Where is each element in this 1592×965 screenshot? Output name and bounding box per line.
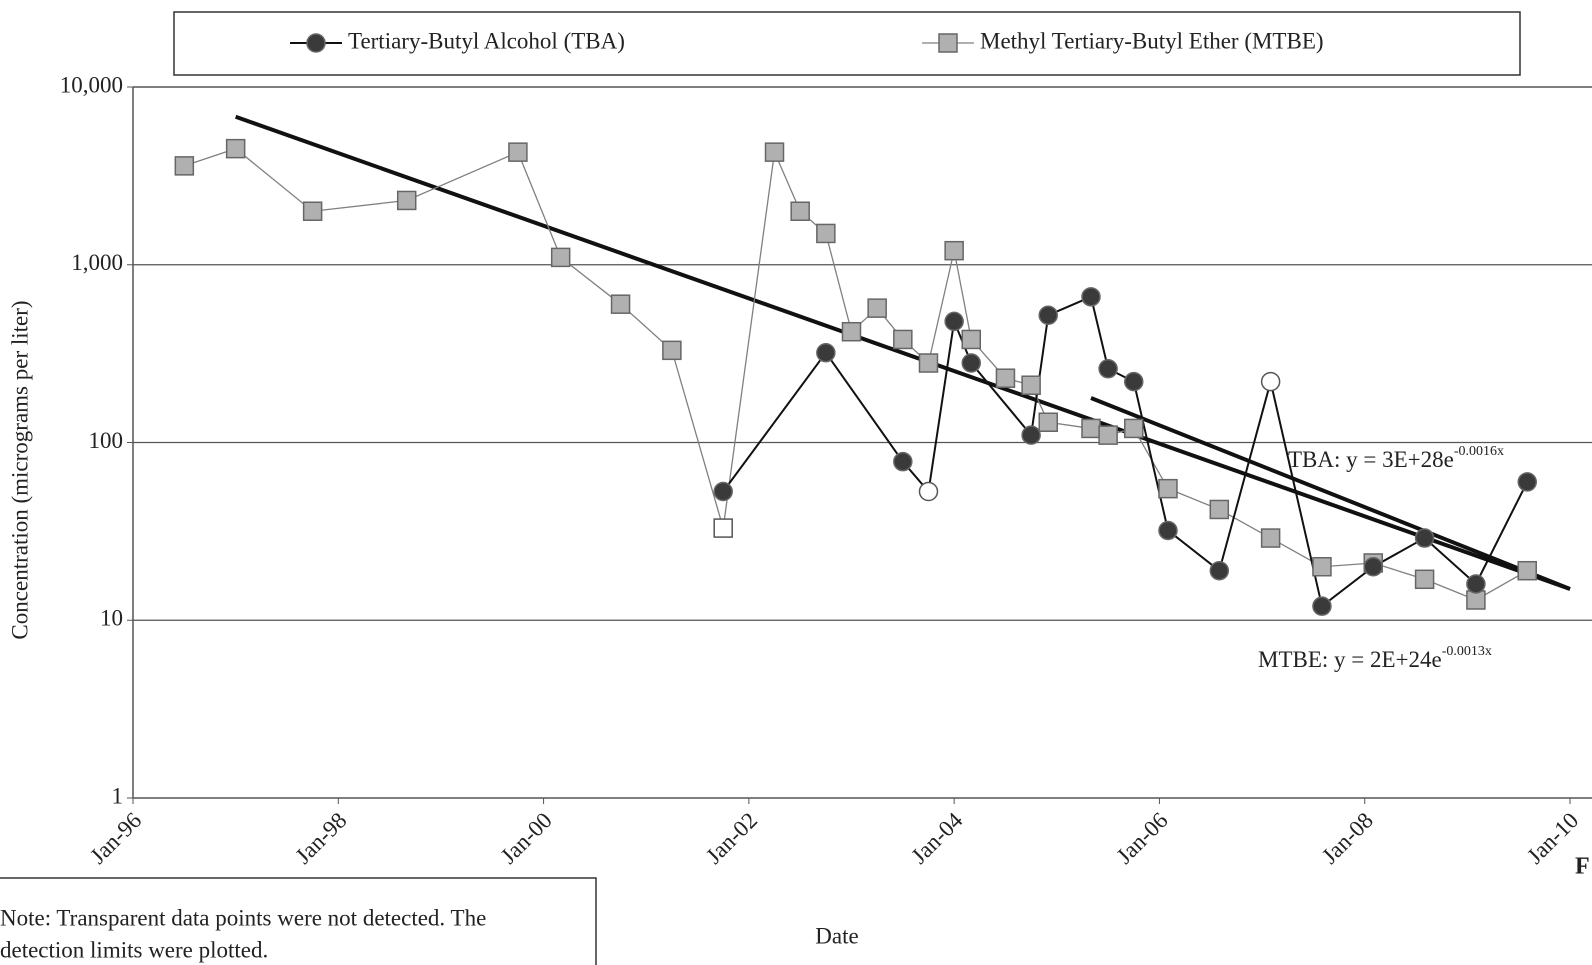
data-point xyxy=(1260,371,1281,392)
data-point xyxy=(1021,375,1041,395)
data-point xyxy=(790,201,810,221)
x-tick-label: Jan-08 xyxy=(1317,808,1378,869)
data-point xyxy=(764,142,785,162)
data-point xyxy=(713,518,733,538)
data-point xyxy=(1517,560,1537,581)
data-point xyxy=(1312,556,1332,577)
data-point xyxy=(1260,528,1281,548)
data-point xyxy=(893,451,913,472)
y-tick-label: 1,000 xyxy=(71,250,123,275)
data-point xyxy=(1209,560,1230,581)
data-point xyxy=(610,294,631,314)
trend-equation: MTBE: y = 2E+24e-0.0013x xyxy=(1258,644,1492,672)
data-point xyxy=(961,353,981,373)
data-point xyxy=(1124,371,1144,392)
data-point xyxy=(550,247,571,268)
data-point xyxy=(918,353,939,373)
note-line: detection limits were plotted. xyxy=(0,937,268,962)
y-tick-label: 10,000 xyxy=(60,72,123,97)
data-point xyxy=(1158,520,1178,541)
data-point xyxy=(944,311,964,332)
x-tick-label: Jan-98 xyxy=(291,808,352,869)
legend-label: Methyl Tertiary-Butyl Ether (MTBE) xyxy=(980,28,1324,53)
data-point xyxy=(918,481,939,502)
y-axis-title: Concentration (micrograms per liter) xyxy=(7,300,32,639)
data-point xyxy=(396,190,417,211)
x-tick-label: Jan-00 xyxy=(496,808,557,869)
data-point xyxy=(174,156,195,176)
legend-marker xyxy=(306,33,326,53)
data-point xyxy=(961,329,981,350)
data-point xyxy=(1466,574,1486,594)
data-point xyxy=(302,201,323,221)
data-point xyxy=(893,329,913,350)
note-line: Note: Transparent data points were not d… xyxy=(0,905,486,930)
legend-box xyxy=(173,11,1521,76)
x-tick-label: Jan-06 xyxy=(1112,808,1173,869)
data-point xyxy=(1038,412,1058,432)
data-point xyxy=(1517,472,1537,492)
y-tick-label: 1 xyxy=(112,783,124,808)
trend-equation-text: TBA: y = 3E+28e xyxy=(1288,447,1454,472)
data-point xyxy=(816,223,836,244)
trend-equation: TBA: y = 3E+28e-0.0016x xyxy=(1288,444,1504,472)
data-point xyxy=(1081,287,1101,307)
data-point xyxy=(1209,499,1230,520)
data-point xyxy=(1081,418,1101,439)
trend-equation-exponent: -0.0016x xyxy=(1454,444,1504,459)
note-box xyxy=(0,877,597,965)
x-tick-label: Jan-96 xyxy=(85,808,146,869)
data-point xyxy=(713,481,733,502)
data-point xyxy=(662,340,682,361)
data-point xyxy=(1414,569,1435,590)
data-point xyxy=(1098,425,1118,445)
data-point xyxy=(944,240,964,261)
data-point xyxy=(1098,358,1118,379)
data-point xyxy=(1414,528,1435,548)
figure-label: F xyxy=(1575,854,1590,880)
data-point xyxy=(1124,418,1144,439)
trendline xyxy=(234,114,1571,591)
legend-marker xyxy=(938,33,958,53)
x-axis-title: Date xyxy=(815,923,858,948)
legend-label: Tertiary-Butyl Alcohol (TBA) xyxy=(348,28,625,53)
data-point xyxy=(508,142,528,162)
trend-equation-text: MTBE: y = 2E+24e xyxy=(1258,647,1442,672)
data-point xyxy=(816,342,836,363)
data-point xyxy=(867,298,887,318)
data-point xyxy=(1363,556,1384,577)
data-point xyxy=(1021,425,1041,445)
data-point xyxy=(1158,478,1178,499)
x-tick-label: Jan-02 xyxy=(701,808,762,869)
x-tick-label: Jan-04 xyxy=(906,807,967,868)
data-point xyxy=(995,368,1016,388)
data-point xyxy=(841,321,862,342)
y-tick-label: 10 xyxy=(100,606,123,631)
trend-equation-exponent: -0.0013x xyxy=(1442,644,1492,659)
data-point xyxy=(225,138,246,159)
y-tick-label: 100 xyxy=(89,428,124,453)
data-point xyxy=(1038,305,1058,325)
series-line xyxy=(184,147,1528,601)
data-point xyxy=(1312,596,1332,616)
